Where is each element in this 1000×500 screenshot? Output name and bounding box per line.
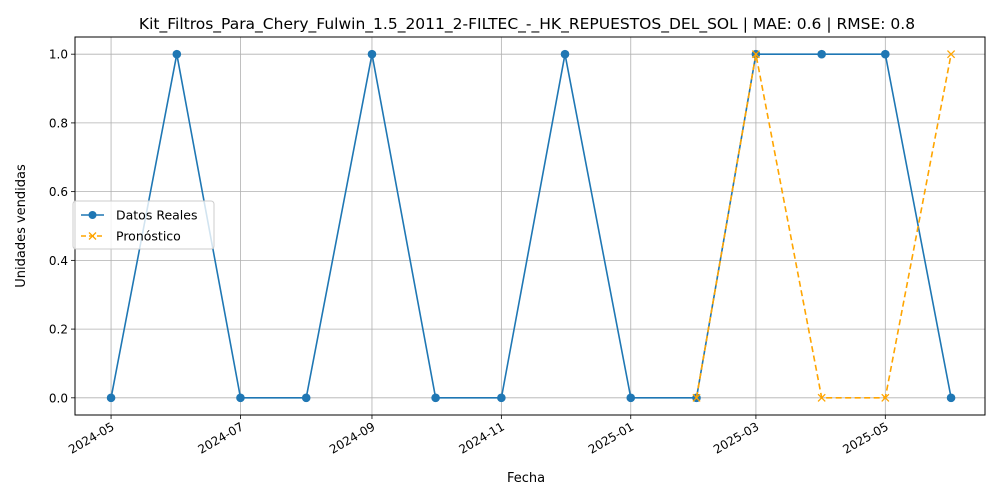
data-point-datos-reales [106, 393, 116, 403]
y-axis-label: Unidades vendidas [14, 164, 29, 288]
legend-marker-pronostico [88, 232, 97, 240]
legend: Datos Reales Pronóstico [72, 200, 215, 250]
data-point-datos-reales [626, 393, 636, 403]
data-point-datos-reales [881, 49, 890, 59]
series-layer [106, 49, 956, 403]
legend-label-datos-reales: Datos Reales [116, 208, 197, 223]
data-point-pronostico [947, 50, 956, 59]
y-tick-label: 0.4 [49, 254, 68, 268]
y-tick-label: 0.0 [49, 391, 68, 405]
legend-marker-datos-reales [88, 211, 97, 219]
data-point-pronostico [692, 393, 701, 402]
series-line-datos-reales [110, 53, 952, 399]
data-point-datos-reales [367, 49, 377, 59]
y-tick-label: 0.8 [49, 116, 68, 130]
data-point-datos-reales [172, 49, 182, 59]
data-point-pronostico [881, 393, 890, 402]
y-tick-label: 1.0 [49, 48, 68, 62]
data-point-datos-reales [817, 49, 826, 59]
grid [75, 37, 985, 415]
data-point-datos-reales [431, 393, 440, 403]
x-axis-label: Fecha [507, 471, 545, 486]
data-point-datos-reales [946, 393, 956, 403]
data-point-datos-reales [560, 49, 570, 59]
data-point-pronostico [817, 393, 826, 402]
data-point-datos-reales [497, 393, 506, 403]
y-tick-label: 0.2 [49, 323, 68, 337]
legend-box [72, 200, 215, 250]
data-point-datos-reales [236, 393, 245, 403]
legend-label-pronostico: Pronóstico [116, 229, 181, 244]
data-point-pronostico [751, 50, 760, 59]
y-tick-label: 0.6 [49, 185, 68, 199]
data-point-datos-reales [301, 393, 311, 403]
chart-title: Kit_Filtros_Para_Chery_Fulwin_1.5_2011_2… [139, 15, 915, 34]
